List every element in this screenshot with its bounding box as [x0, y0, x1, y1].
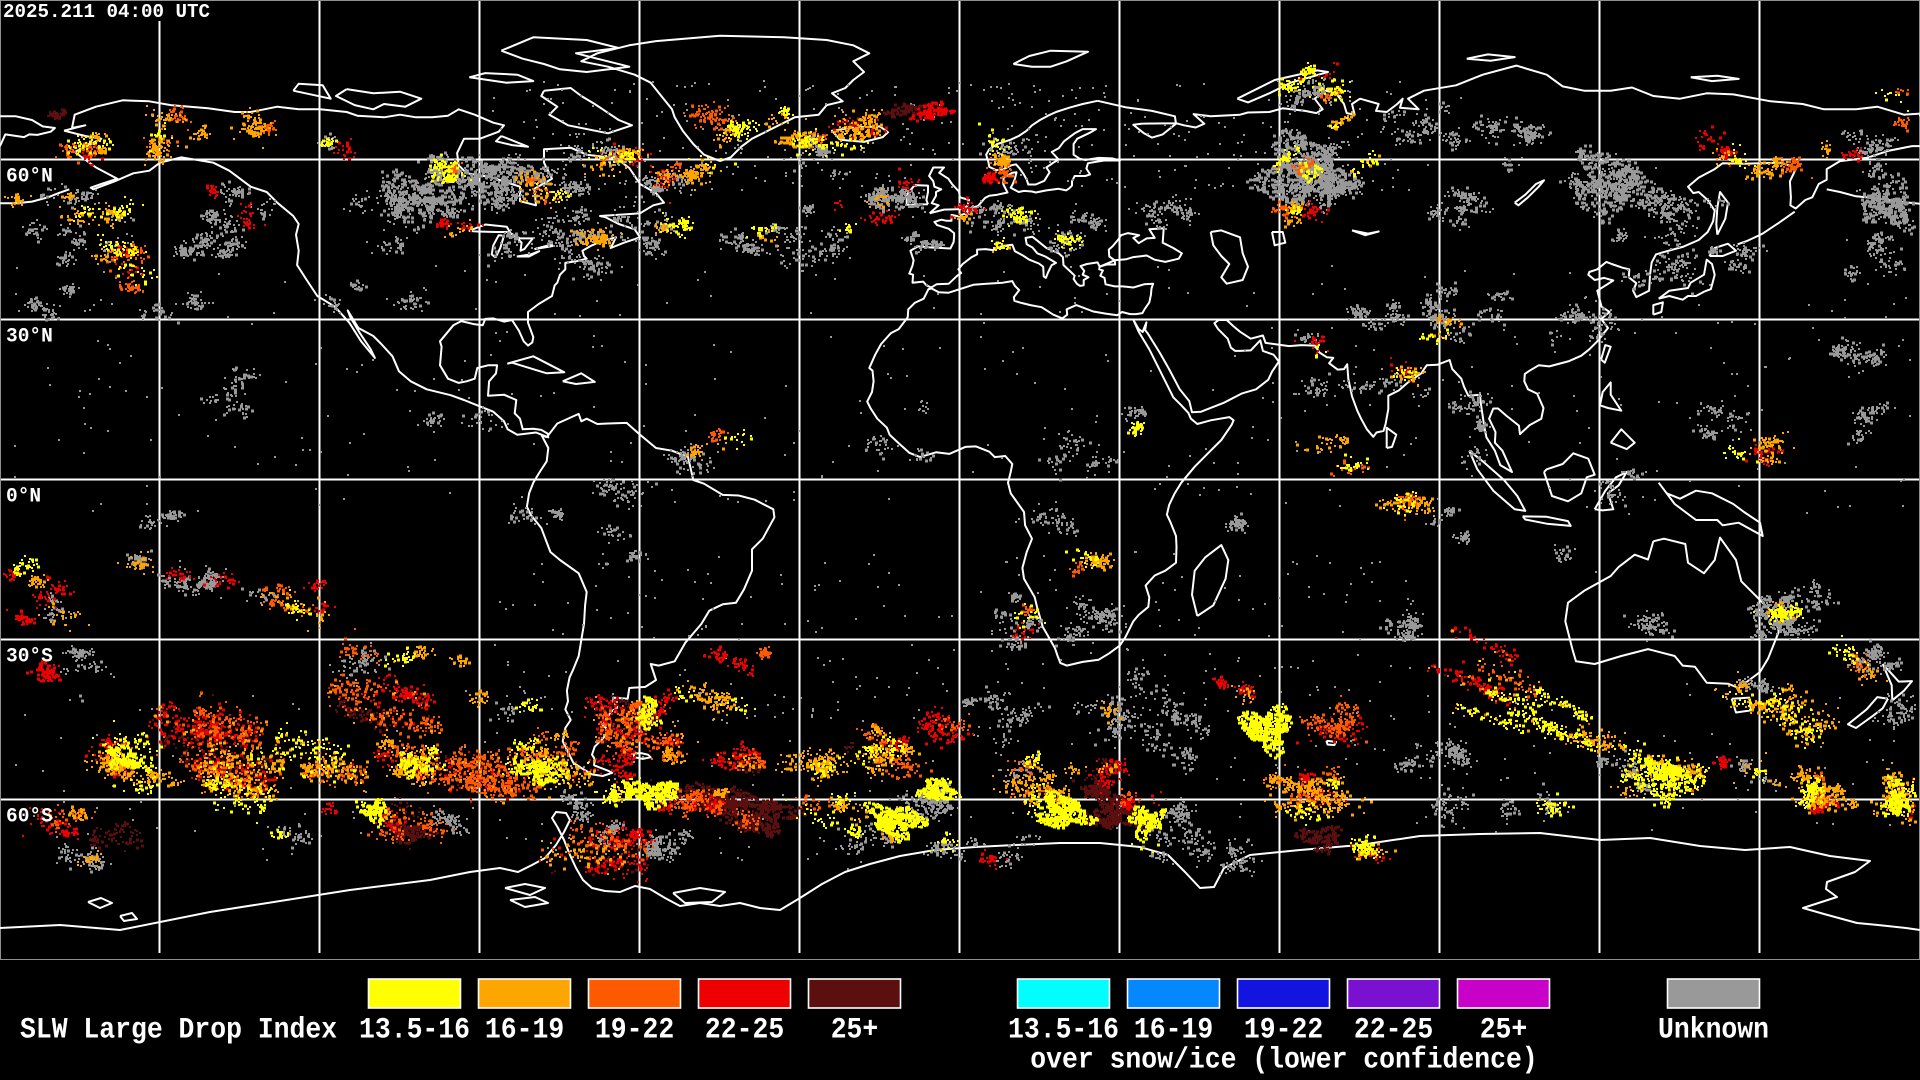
svg-text:30°N: 30°N	[6, 326, 53, 349]
svg-text:25+: 25+	[831, 1014, 879, 1048]
svg-text:30°S: 30°S	[6, 646, 53, 669]
svg-text:0°N: 0°N	[6, 486, 41, 509]
svg-text:13.5-16: 13.5-16	[359, 1014, 470, 1048]
svg-text:13.5-16: 13.5-16	[1008, 1014, 1119, 1048]
svg-text:19-22: 19-22	[595, 1014, 674, 1048]
svg-text:over snow/ice (lower confidenc: over snow/ice (lower confidence)	[1030, 1044, 1537, 1078]
svg-text:Unknown: Unknown	[1658, 1014, 1769, 1048]
svg-text:25+: 25+	[1480, 1014, 1528, 1048]
svg-text:22-25: 22-25	[705, 1014, 784, 1048]
svg-text:2025.211 04:00 UTC: 2025.211 04:00 UTC	[3, 1, 210, 23]
svg-text:19-22: 19-22	[1244, 1014, 1323, 1048]
svg-text:16-19: 16-19	[1134, 1014, 1213, 1048]
svg-text:60°S: 60°S	[6, 806, 53, 829]
svg-text:16-19: 16-19	[485, 1014, 564, 1048]
svg-text:60°N: 60°N	[6, 166, 53, 189]
svg-text:SLW Large Drop Index: SLW Large Drop Index	[20, 1014, 337, 1048]
svg-text:22-25: 22-25	[1354, 1014, 1433, 1048]
